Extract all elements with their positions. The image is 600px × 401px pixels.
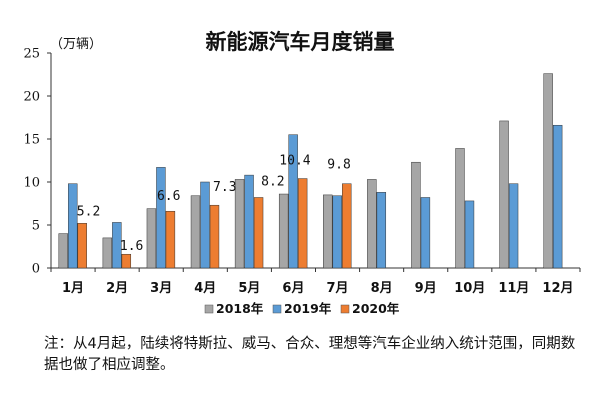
- x-tick-label: 3月: [150, 281, 172, 296]
- bar: [278, 193, 289, 269]
- legend-label: 2018年: [216, 301, 264, 316]
- x-tick-label: 12月: [542, 281, 573, 296]
- legend-swatch: [340, 304, 350, 314]
- bar: [332, 195, 342, 269]
- bar: [68, 183, 78, 269]
- data-label: 6.6: [157, 189, 180, 204]
- bar-chart: 新能源汽车月度销量 （万辆） 0 5 10 15 20 25 1月 2月 3月 4月 5月 6月 7月 8月 9…: [23, 30, 581, 316]
- x-tick-label: 1月: [62, 281, 84, 296]
- x-tick-label: 11月: [498, 281, 529, 296]
- y-tick-label: 15: [23, 133, 40, 148]
- x-tick-label: 6月: [282, 281, 304, 296]
- bar: [58, 233, 68, 269]
- bar: [376, 192, 387, 269]
- bar: [342, 183, 352, 269]
- data-label: 9.8: [327, 158, 350, 173]
- legend-label: 2019年: [284, 301, 332, 316]
- bar: [499, 120, 509, 269]
- y-tick-label: 20: [23, 90, 40, 105]
- bar: [297, 178, 308, 269]
- bar: [165, 210, 176, 269]
- footnote: 注：从4月起，陆续将特斯拉、威马、合众、理想等汽车企业纳入统计范围，同期数据也做…: [44, 336, 576, 373]
- y-tick-label: 5: [32, 219, 40, 234]
- data-label: 7.3: [213, 180, 236, 195]
- bar: [253, 197, 264, 269]
- x-tick-label: 4月: [194, 281, 216, 296]
- bar: [190, 195, 201, 269]
- x-tick-label: 5月: [238, 281, 260, 296]
- bar: [209, 204, 220, 269]
- legend-swatch: [272, 304, 282, 314]
- y-tick-label: 10: [23, 176, 40, 191]
- x-tick-label: 2月: [106, 281, 128, 296]
- bar: [234, 179, 245, 269]
- bar: [112, 222, 122, 269]
- bar: [420, 197, 431, 269]
- y-axis-unit-label: （万辆）: [50, 37, 102, 52]
- bar: [288, 134, 298, 269]
- bar: [323, 194, 333, 269]
- legend-label: 2020年: [352, 301, 400, 316]
- y-tick-label: 0: [32, 262, 40, 277]
- y-tick-label: 25: [23, 47, 40, 62]
- legend-swatch: [204, 304, 214, 314]
- bar: [464, 200, 475, 269]
- data-label: 1.6: [120, 239, 143, 254]
- x-tick-label: 8月: [371, 281, 393, 296]
- bar: [146, 208, 157, 269]
- bar: [121, 253, 132, 269]
- data-label: 5.2: [77, 204, 100, 219]
- bar: [455, 148, 465, 269]
- bar: [156, 167, 166, 269]
- bar: [367, 179, 377, 269]
- bar: [411, 161, 421, 269]
- bar: [102, 237, 113, 269]
- data-label: 10.4: [279, 154, 310, 169]
- bar: [508, 183, 519, 269]
- bar: [552, 124, 563, 269]
- bar: [543, 73, 553, 269]
- x-tick-label: 9月: [415, 281, 437, 296]
- chart-title: 新能源汽车月度销量: [206, 30, 395, 54]
- data-label: 8.2: [261, 174, 284, 189]
- bar: [77, 223, 87, 269]
- bar: [200, 181, 210, 269]
- x-tick-label: 10月: [454, 281, 485, 296]
- x-tick-label: 7月: [327, 281, 349, 296]
- bar: [244, 174, 254, 269]
